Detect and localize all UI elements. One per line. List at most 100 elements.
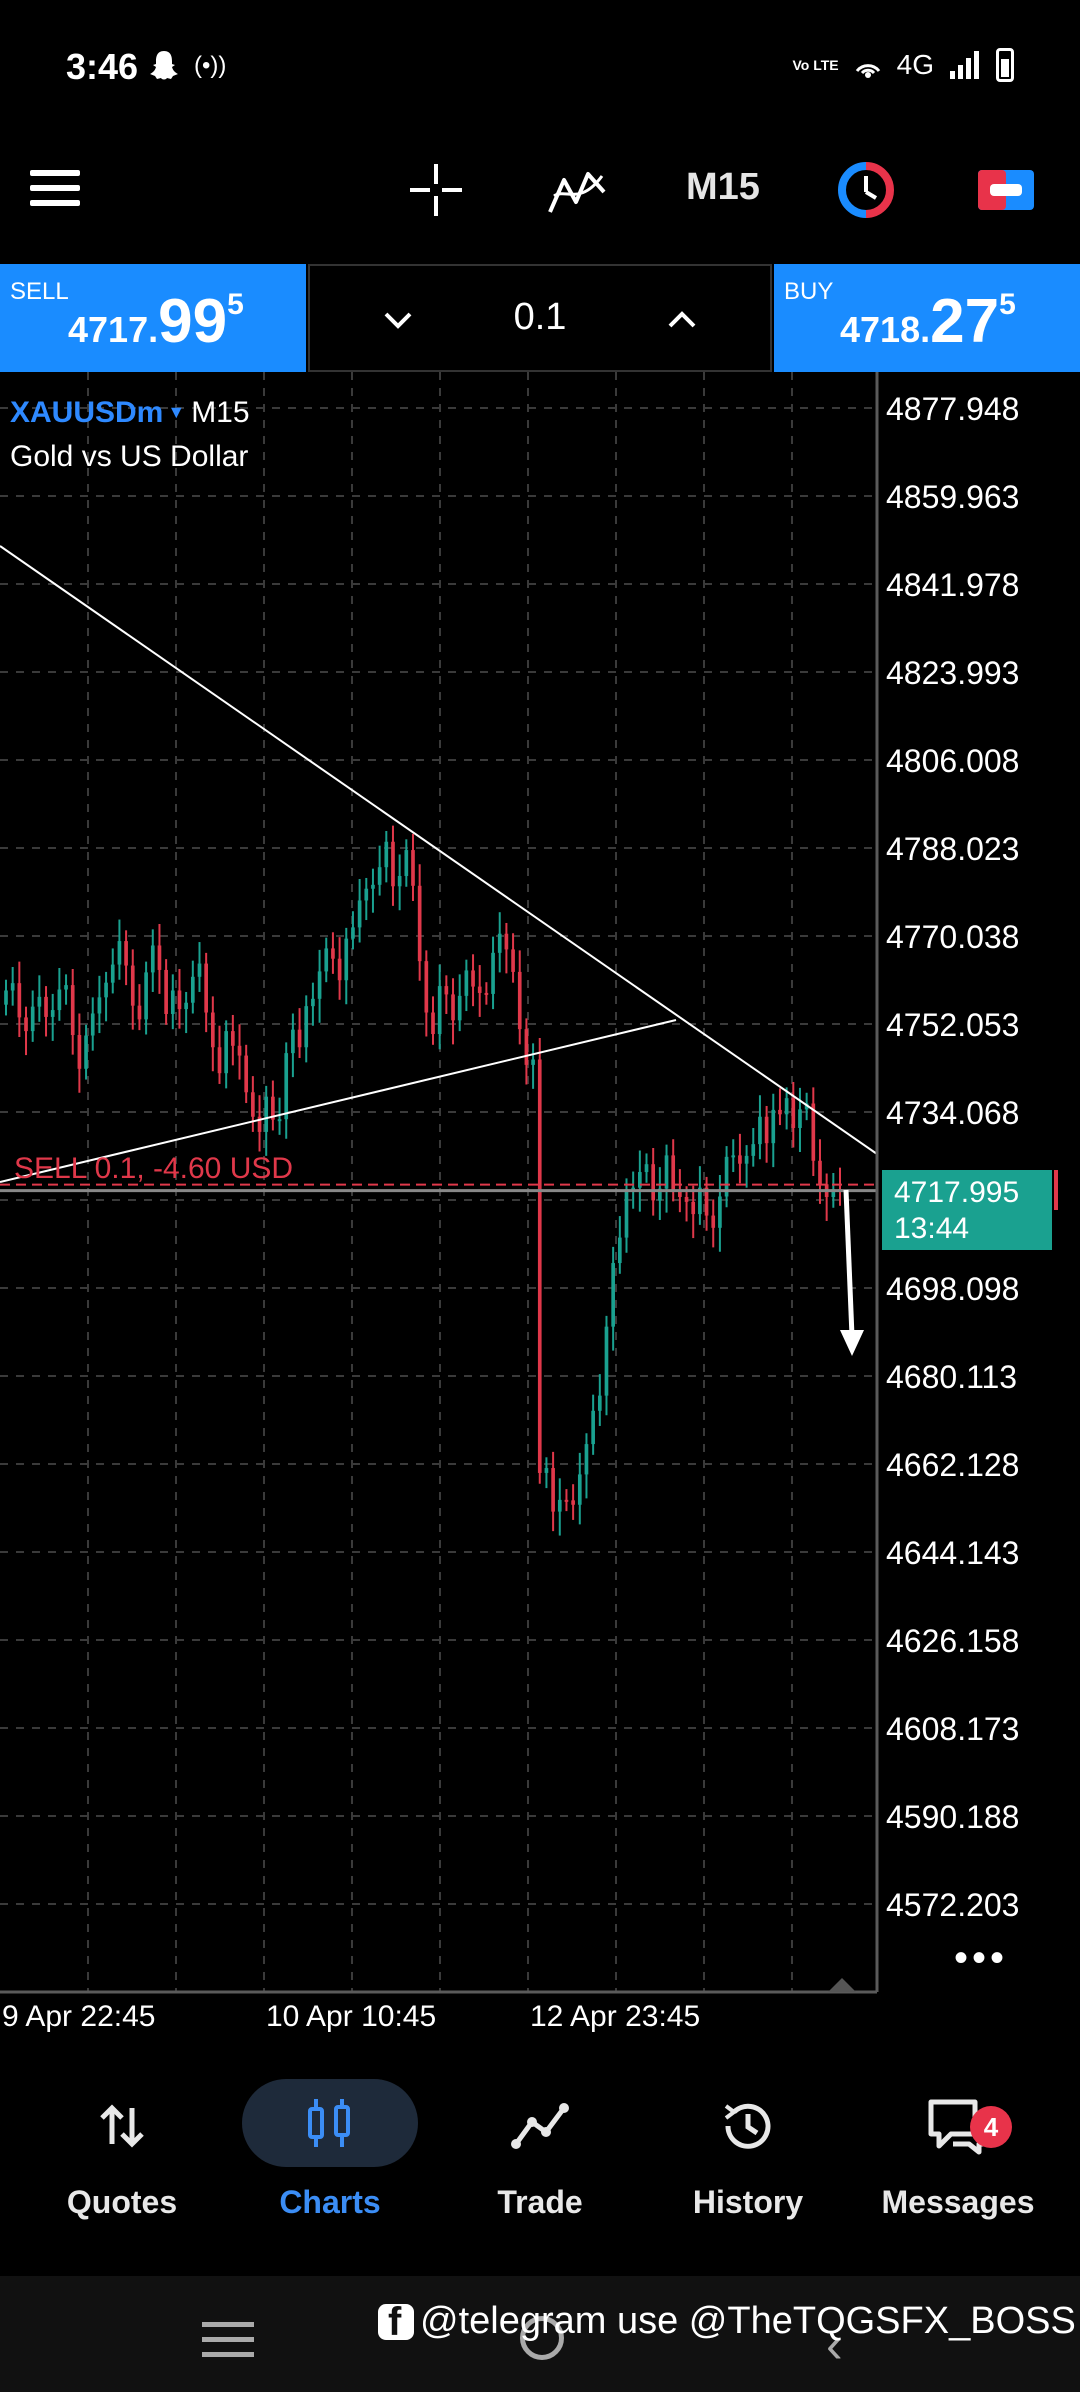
candle-body: [504, 933, 509, 950]
hotspot-icon: (•)): [194, 52, 227, 79]
symbol-dropdown-icon: ▼: [167, 402, 186, 422]
system-navigation-bar: ‹: [0, 2276, 1080, 2392]
back-icon[interactable]: ‹: [826, 2317, 843, 2373]
candle: [271, 1080, 275, 1131]
candle-body: [744, 1155, 749, 1164]
candle: [411, 833, 415, 901]
indicators-icon[interactable]: [546, 162, 608, 220]
candle-body: [384, 841, 389, 868]
chart-toolbar: M15: [0, 130, 1080, 264]
price-label-3: 4823.993: [886, 655, 1019, 691]
candle-body: [264, 1096, 269, 1132]
candle: [564, 1489, 569, 1512]
watermark-text: @telegram use @TheTQGSFX_BOSS: [420, 2300, 1076, 2342]
price-axis: 4877.948 4859.963 4841.978 4823.993 4806.008…: [0, 372, 1019, 1994]
one-click-trade-panel: SELL 4717.995 0.1 BUY 4718.275: [0, 264, 1080, 372]
chart-symbol[interactable]: XAUUSDm ▼ M15: [10, 396, 250, 430]
candle: [104, 971, 108, 1022]
candle: [751, 1127, 756, 1167]
recents-icon[interactable]: [202, 2322, 254, 2367]
candle: [364, 877, 369, 921]
candle: [137, 984, 142, 1031]
candle: [444, 975, 449, 1014]
nav-quotes[interactable]: Quotes: [22, 2088, 222, 2221]
sell-button[interactable]: SELL 4717.995: [0, 264, 306, 372]
candle-body: [798, 1109, 802, 1128]
candle-body: [758, 1116, 762, 1145]
candle: [591, 1394, 595, 1455]
sell-price: 4717.995: [68, 286, 244, 357]
candle: [524, 1018, 529, 1085]
candle-body: [97, 997, 102, 1014]
lot-decrease-icon[interactable]: [368, 300, 428, 340]
candle-body: [424, 961, 429, 1013]
open-position-label[interactable]: SELL 0.1, -4.60 USD: [14, 1152, 294, 1185]
candle-body: [678, 1190, 682, 1197]
candle: [184, 991, 188, 1034]
nav-trade[interactable]: Trade: [440, 2088, 640, 2221]
lot-increase-icon[interactable]: [652, 300, 712, 340]
lot-size-value[interactable]: 0.1: [513, 296, 567, 338]
candle: [124, 930, 128, 986]
buy-button[interactable]: BUY 4718.275: [774, 264, 1080, 372]
price-chart[interactable]: 4877.948 4859.963 4841.978 4823.993 4806.008…: [0, 372, 1080, 2060]
timeframe-selector[interactable]: M15: [686, 166, 760, 208]
candle-body: [611, 1263, 615, 1327]
trade-icon: [511, 2103, 569, 2149]
charts-icon: [308, 2099, 350, 2147]
candle: [424, 950, 429, 1037]
candle-body: [397, 876, 402, 887]
menu-icon[interactable]: [30, 170, 80, 210]
nav-messages[interactable]: 4 Messages: [858, 2088, 1058, 2221]
candle-body: [491, 952, 495, 994]
candle: [431, 996, 435, 1045]
candle-body: [631, 1187, 636, 1190]
candle-body: [591, 1410, 595, 1445]
candle: [130, 949, 135, 1030]
candle-body: [351, 927, 355, 939]
candle-body: [24, 1017, 28, 1032]
candle-body: [711, 1215, 716, 1228]
bar-countdown: 13:44: [894, 1212, 970, 1245]
price-label-4: 4806.008: [886, 743, 1019, 779]
candle-body: [404, 850, 409, 877]
price-label-16: 4572.203: [886, 1887, 1019, 1923]
volte-indicator: Vo LTE: [792, 57, 839, 73]
candle-body: [77, 1035, 82, 1069]
candle-body: [651, 1164, 656, 1201]
candle: [377, 845, 382, 896]
candle: [691, 1185, 696, 1239]
one-click-trading-icon[interactable]: [836, 160, 896, 220]
crosshair-icon[interactable]: [406, 160, 466, 220]
more-options-icon[interactable]: •••: [954, 1936, 1009, 1980]
candle-body: [10, 983, 15, 991]
nav-messages-label: Messages: [881, 2184, 1035, 2220]
candle-body: [197, 963, 202, 977]
candle-body: [771, 1109, 776, 1144]
sell-price-sup: 5: [227, 288, 244, 321]
candle: [391, 825, 395, 906]
candle: [644, 1153, 649, 1183]
candle-body: [291, 1029, 295, 1054]
candle: [397, 854, 402, 911]
home-icon[interactable]: [520, 2316, 564, 2360]
candle-body: [831, 1189, 836, 1197]
candle-body: [437, 986, 442, 1035]
candle: [331, 932, 335, 974]
candle: [4, 979, 8, 1016]
candle-body: [624, 1189, 629, 1238]
price-label-7: 4752.053: [886, 1007, 1019, 1043]
candle: [157, 923, 162, 994]
candle-body: [391, 841, 395, 887]
color-scheme-icon[interactable]: [976, 168, 1036, 212]
nav-charts[interactable]: Charts: [230, 2079, 430, 2221]
candle: [324, 937, 329, 983]
candle: [638, 1150, 642, 1212]
buy-price-sup: 5: [999, 288, 1016, 321]
lot-size-control: 0.1: [308, 264, 772, 372]
battery-icon: [996, 48, 1014, 82]
candle: [824, 1173, 829, 1221]
candle-body: [184, 1002, 188, 1010]
nav-history[interactable]: History: [648, 2088, 848, 2221]
candle: [491, 936, 495, 1010]
